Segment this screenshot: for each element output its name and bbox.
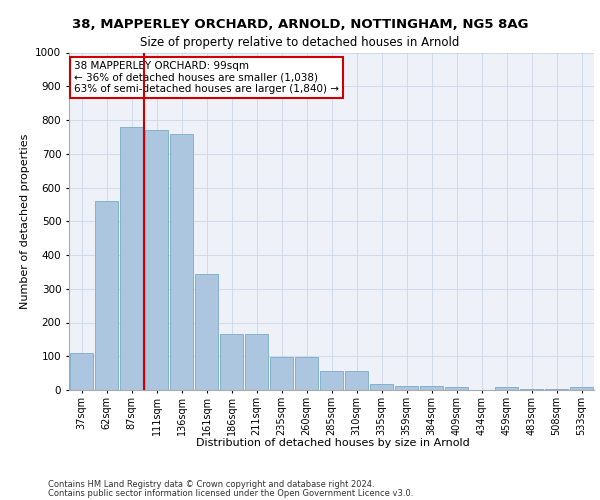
Bar (545, 389, 568, 390)
Bar (170, 134, 193, 390)
Bar (345, 372, 368, 390)
Bar (520, 389, 543, 390)
Bar (70, 353, 93, 390)
Text: Distribution of detached houses by size in Arnold: Distribution of detached houses by size … (196, 438, 470, 448)
Bar (445, 386, 468, 390)
Bar (570, 388, 593, 390)
Bar (370, 384, 393, 390)
Bar (295, 357, 318, 390)
Y-axis label: Number of detached properties: Number of detached properties (20, 134, 29, 309)
Text: 38, MAPPERLEY ORCHARD, ARNOLD, NOTTINGHAM, NG5 8AG: 38, MAPPERLEY ORCHARD, ARNOLD, NOTTINGHA… (72, 18, 528, 30)
Text: Contains public sector information licensed under the Open Government Licence v3: Contains public sector information licen… (48, 488, 413, 498)
Bar (145, 130, 168, 390)
Bar (395, 386, 418, 390)
Bar (220, 334, 243, 390)
Bar (195, 274, 218, 390)
Bar (320, 372, 343, 390)
Bar (95, 201, 118, 390)
Bar (270, 357, 293, 390)
Bar (495, 388, 518, 390)
Text: Contains HM Land Registry data © Crown copyright and database right 2024.: Contains HM Land Registry data © Crown c… (48, 480, 374, 489)
Text: Size of property relative to detached houses in Arnold: Size of property relative to detached ho… (140, 36, 460, 49)
Bar (245, 334, 268, 390)
Bar (120, 126, 143, 390)
Bar (420, 386, 443, 390)
Text: 38 MAPPERLEY ORCHARD: 99sqm
← 36% of detached houses are smaller (1,038)
63% of : 38 MAPPERLEY ORCHARD: 99sqm ← 36% of det… (74, 61, 339, 94)
